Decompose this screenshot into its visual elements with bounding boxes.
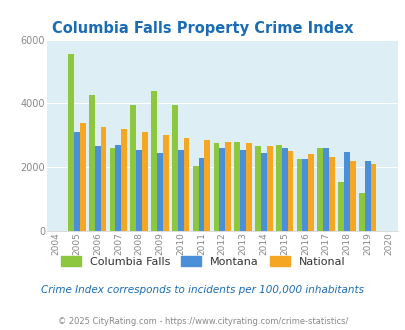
Bar [302,159,307,231]
Bar [89,95,94,231]
Bar [240,150,245,231]
Bar [130,105,136,231]
Bar [198,158,204,231]
Bar [183,139,189,231]
Bar [162,135,168,231]
Bar [204,140,210,231]
Bar [192,166,198,231]
Bar [322,148,328,231]
Bar [260,153,266,231]
Bar [370,164,375,231]
Bar [364,161,370,231]
Text: Crime Index corresponds to incidents per 100,000 inhabitants: Crime Index corresponds to incidents per… [41,285,364,295]
Bar [219,148,225,231]
Bar [343,152,349,231]
Text: Columbia Falls Property Crime Index: Columbia Falls Property Crime Index [52,21,353,36]
Bar [151,91,157,231]
Bar [157,153,162,231]
Bar [337,182,343,231]
Bar [94,147,100,231]
Bar [213,143,219,231]
Bar [172,105,177,231]
Bar [79,122,85,231]
Bar [115,145,121,231]
Bar [254,147,260,231]
Bar [307,154,313,231]
Bar [121,129,127,231]
Bar [349,161,355,231]
Text: © 2025 CityRating.com - https://www.cityrating.com/crime-statistics/: © 2025 CityRating.com - https://www.city… [58,317,347,326]
Bar [317,148,322,231]
Bar [281,148,287,231]
Bar [68,54,74,231]
Bar [358,193,364,231]
Bar [74,132,79,231]
Bar [109,148,115,231]
Bar [296,159,302,231]
Bar [142,132,147,231]
Bar [275,145,281,231]
Bar [245,143,251,231]
Bar [266,147,272,231]
Bar [225,142,230,231]
Bar [177,150,183,231]
Legend: Columbia Falls, Montana, National: Columbia Falls, Montana, National [56,251,349,271]
Bar [328,157,334,231]
Bar [136,150,142,231]
Bar [234,142,240,231]
Bar [287,151,293,231]
Bar [100,127,106,231]
